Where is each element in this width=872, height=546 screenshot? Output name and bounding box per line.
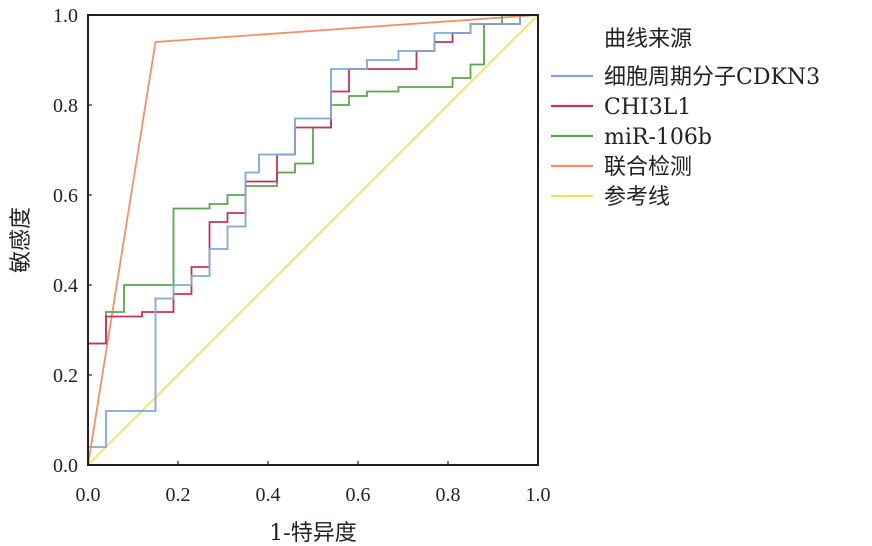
legend-label-0: 细胞周期分子CDKN3 — [604, 65, 820, 90]
y-tick-label: 0.0 — [53, 455, 78, 477]
x-tick-label: 1.0 — [526, 484, 551, 506]
plot-frame — [87, 14, 539, 466]
x-axis: 0.0 0.2 0.4 0.6 0.8 1.0 — [76, 461, 551, 506]
y-tick-label: 0.2 — [53, 365, 78, 387]
x-tick-label: 0.8 — [436, 484, 461, 506]
series-line-4 — [87, 14, 539, 466]
y-tick-label: 1.0 — [53, 5, 78, 27]
x-tick-label: 0.6 — [346, 484, 371, 506]
plot-lines — [87, 14, 539, 466]
series-line-0 — [87, 14, 538, 465]
y-axis: 0.0 0.2 0.4 0.6 0.8 1.0 — [53, 5, 92, 477]
legend-label-3: 联合检测 — [604, 155, 692, 180]
y-tick-label: 0.4 — [53, 275, 78, 297]
legend-label-4: 参考线 — [604, 185, 670, 210]
x-axis-title: 1-特异度 — [269, 521, 356, 546]
x-tick-label: 0.0 — [76, 484, 101, 506]
x-tick-label: 0.2 — [166, 484, 191, 506]
legend-label-2: miR-106b — [604, 125, 712, 150]
legend-title: 曲线来源 — [604, 27, 692, 52]
legend-label-1: CHI3L1 — [604, 95, 691, 120]
x-tick-label: 0.4 — [256, 484, 281, 506]
y-axis-title: 敏感度 — [9, 207, 34, 273]
y-tick-label: 0.8 — [53, 95, 78, 117]
series-line-2 — [87, 14, 538, 465]
y-tick-label: 0.6 — [53, 185, 78, 207]
series-line-3 — [87, 14, 539, 466]
